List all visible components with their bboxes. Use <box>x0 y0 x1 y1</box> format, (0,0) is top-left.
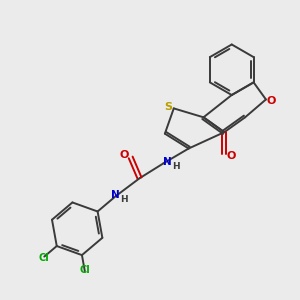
Text: Cl: Cl <box>80 265 90 275</box>
Text: N: N <box>111 190 120 200</box>
Text: O: O <box>226 151 236 161</box>
Text: H: H <box>172 162 180 171</box>
Text: N: N <box>163 157 171 167</box>
Text: Cl: Cl <box>39 253 50 263</box>
Text: O: O <box>119 150 129 160</box>
Text: S: S <box>164 102 172 112</box>
Text: O: O <box>267 96 276 106</box>
Text: H: H <box>120 195 128 204</box>
